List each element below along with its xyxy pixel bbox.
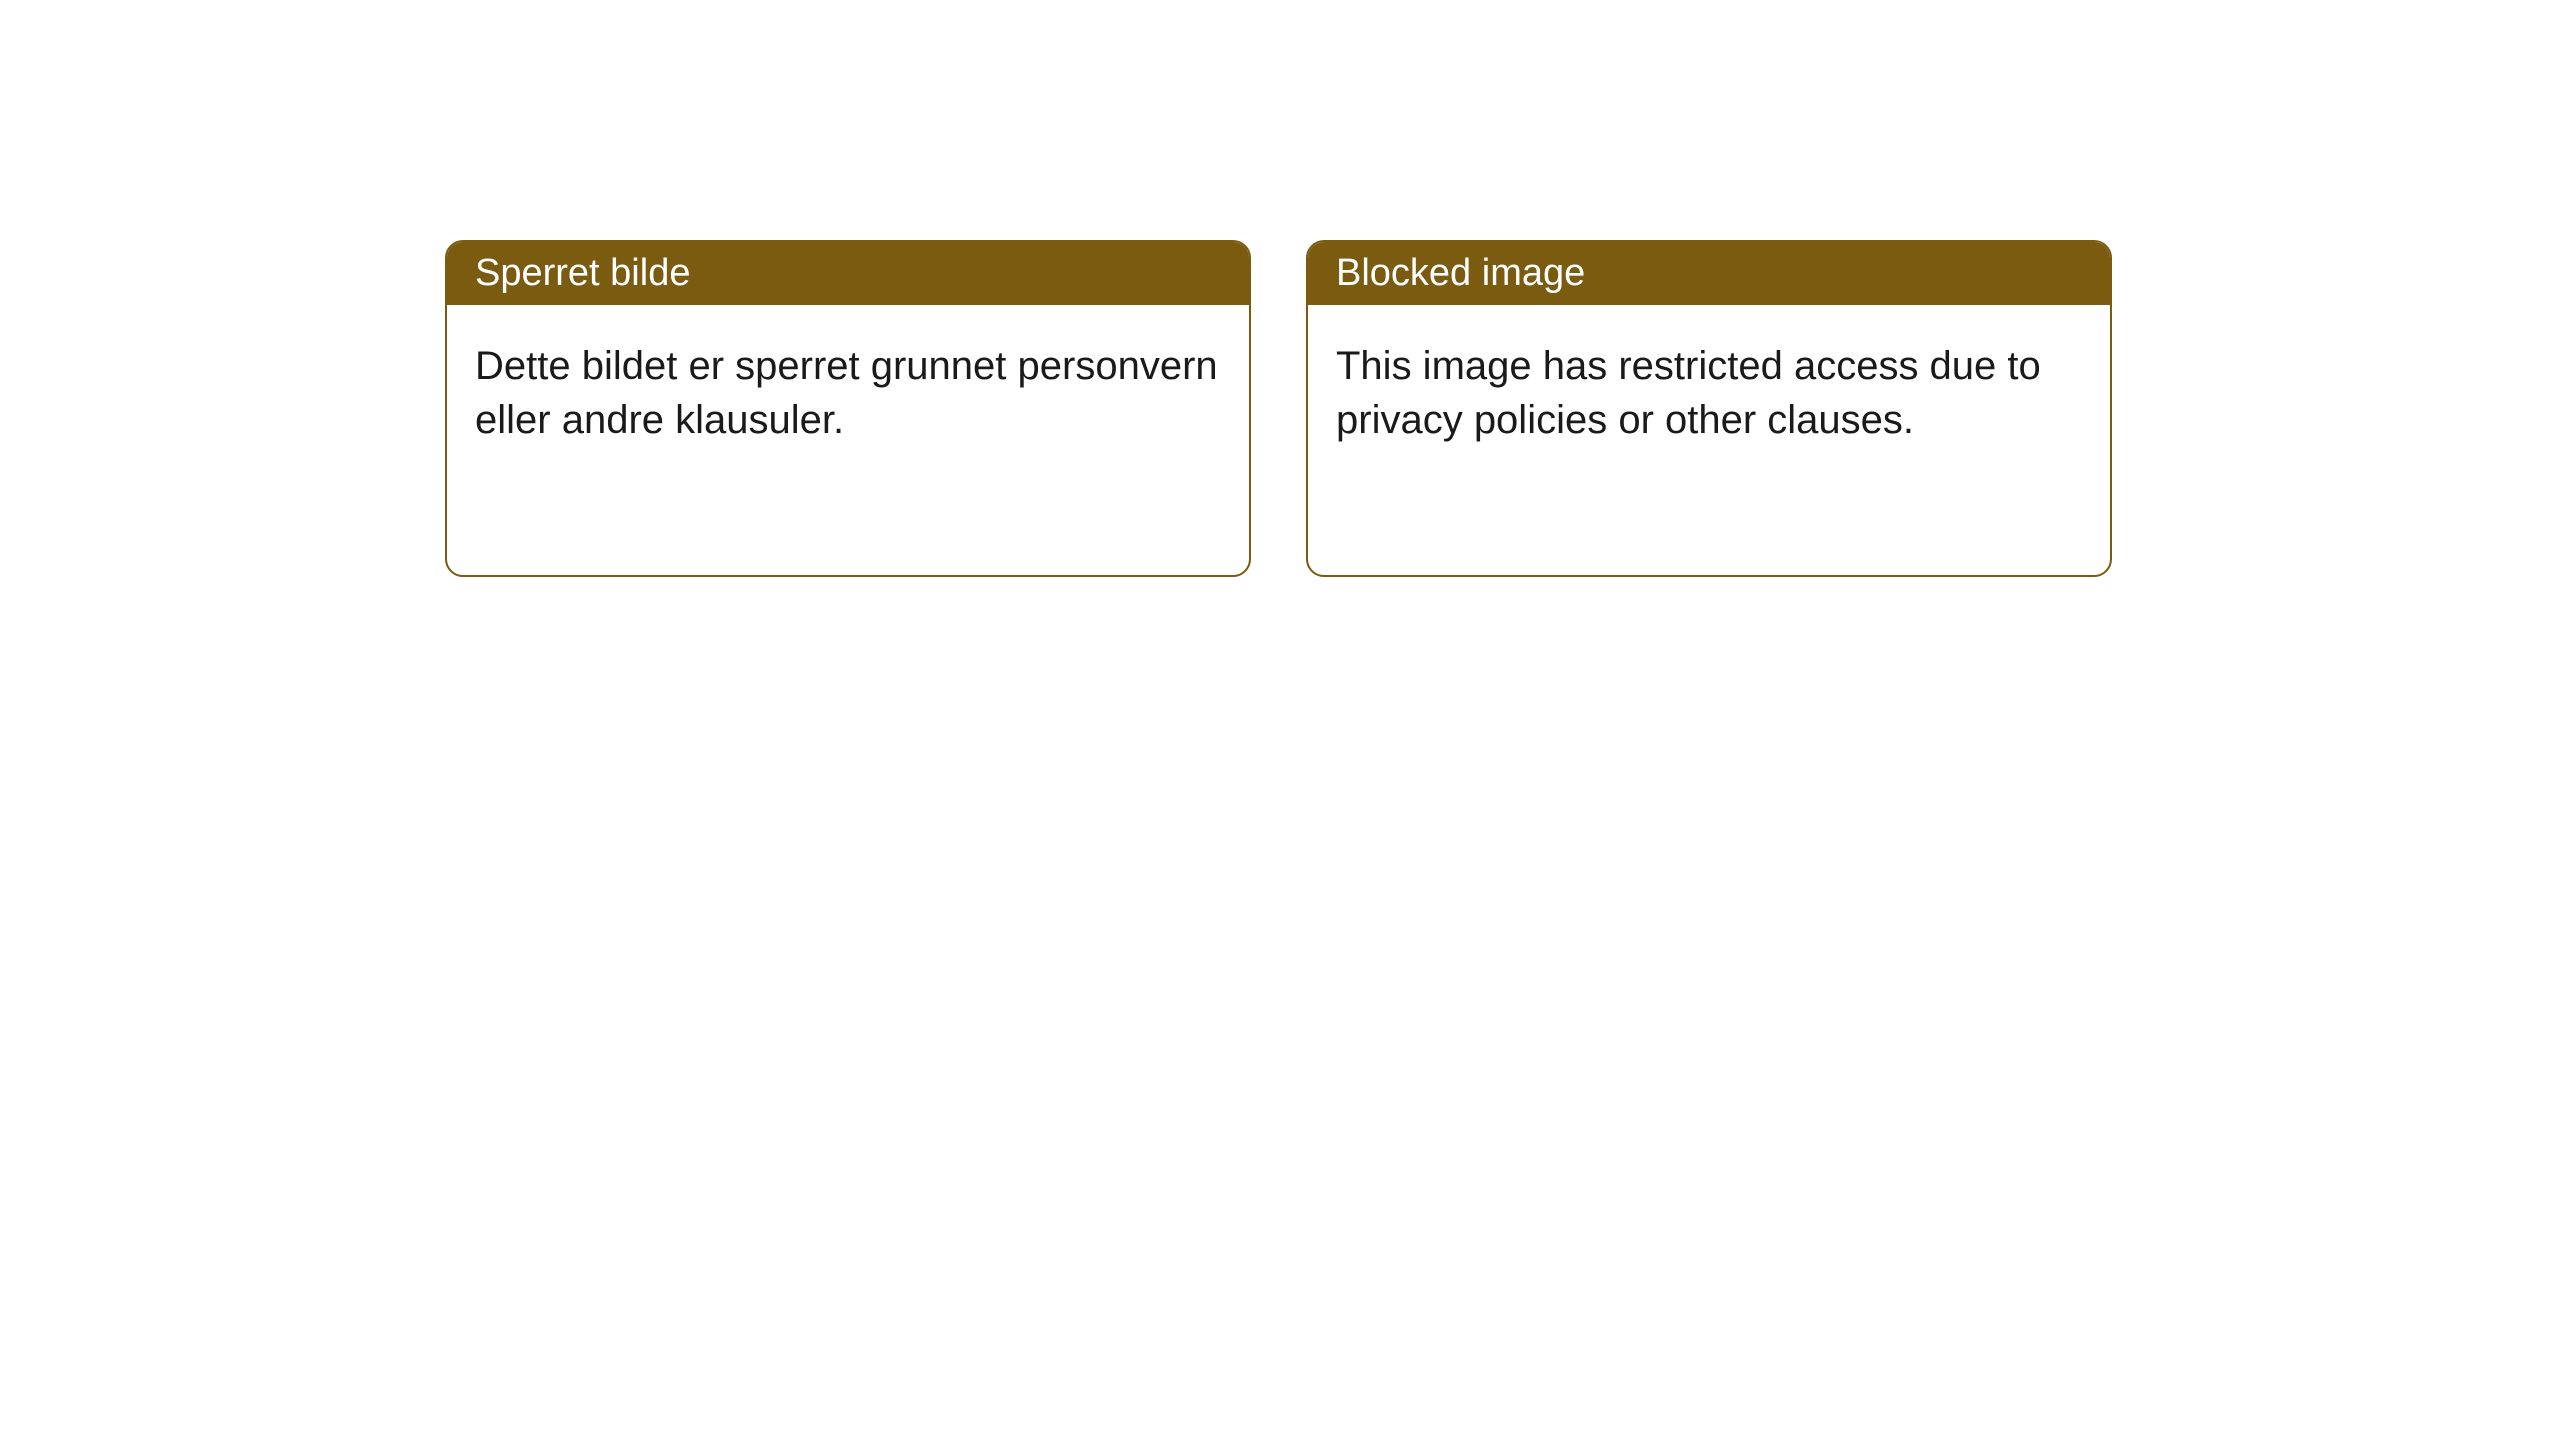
notice-card-english: Blocked image This image has restricted … bbox=[1306, 240, 2112, 577]
notice-card-norwegian: Sperret bilde Dette bildet er sperret gr… bbox=[445, 240, 1251, 577]
notice-body-english: This image has restricted access due to … bbox=[1308, 305, 2110, 575]
notice-container: Sperret bilde Dette bildet er sperret gr… bbox=[0, 0, 2560, 577]
notice-header-english: Blocked image bbox=[1308, 242, 2110, 305]
notice-body-norwegian: Dette bildet er sperret grunnet personve… bbox=[447, 305, 1249, 575]
notice-header-norwegian: Sperret bilde bbox=[447, 242, 1249, 305]
